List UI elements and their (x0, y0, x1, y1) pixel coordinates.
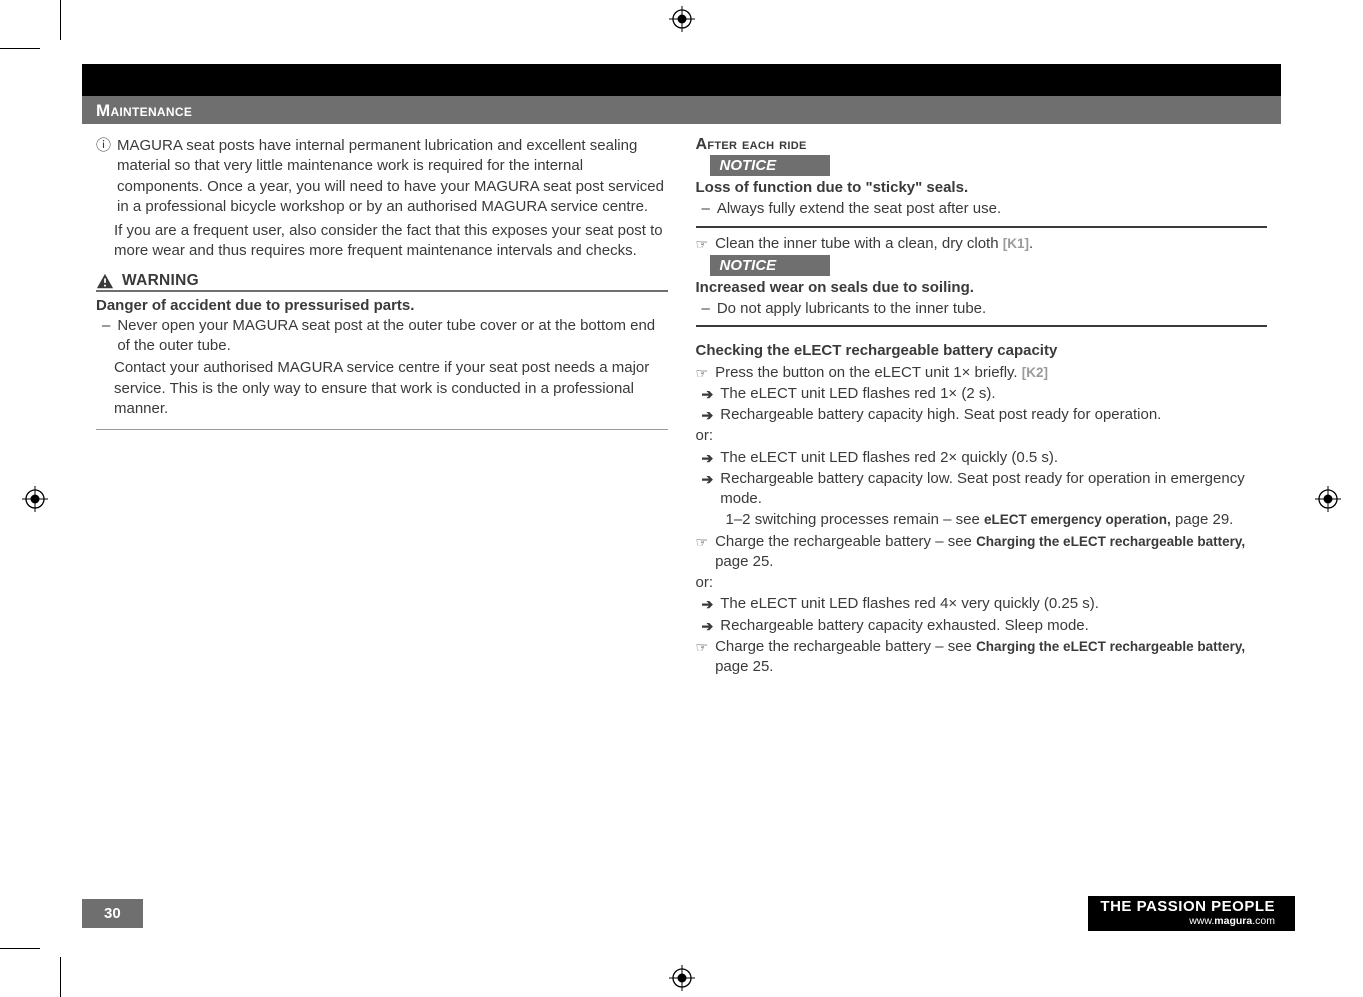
warning-triangle-icon (96, 273, 114, 289)
divider (696, 325, 1268, 327)
brand-tagline: THE PASSION PEOPLE (1100, 898, 1275, 915)
switch-b: page 29. (1171, 511, 1234, 528)
notice-1-bold: Loss of function due to "sticky" seals. (696, 178, 1268, 198)
switch-ref: eLECT emergency operation, (984, 512, 1171, 527)
warning-label: WARNING (122, 272, 199, 290)
info-icon: ⓘ (96, 136, 111, 217)
charge-instruction-1: ☞ Charge the rechargeable battery – see … (696, 532, 1268, 573)
page-footer: 30 THE PASSION PEOPLE www.magura.com (82, 893, 1295, 933)
pointer-icon: ☞ (696, 363, 709, 383)
switch-line: 1–2 switching processes remain – see eLE… (696, 510, 1268, 530)
result-flash-1: ➔ The eLECT unit LED flashes red 1× (2 s… (696, 384, 1268, 404)
subhead-after-each-ride: After each ride (696, 136, 1268, 154)
or-text-2: or: (696, 573, 1268, 593)
ref-k2: [K2] (1022, 365, 1048, 380)
arrow-icon: ➔ (702, 448, 714, 468)
arrow-icon: ➔ (702, 384, 714, 404)
arrow-icon: ➔ (702, 616, 714, 636)
notice-2-item-text: Do not apply lubricants to the inner tub… (717, 299, 986, 319)
brand-box: THE PASSION PEOPLE www.magura.com (1088, 896, 1295, 931)
page-number: 30 (82, 899, 143, 928)
warning-item: – Never open your MAGURA seat post at th… (96, 316, 668, 357)
notice-label: NOTICE (710, 155, 830, 176)
charge-a-2: Charge the rechargeable battery – see (715, 638, 976, 655)
black-header-strip (82, 64, 1281, 96)
divider (696, 226, 1268, 228)
check-heading: Checking the eLECT rechargeable battery … (696, 341, 1268, 361)
cap-low-text: Rechargeable battery capacity low. Seat … (720, 469, 1267, 510)
flash-3-text: The eLECT unit LED flashes red 4× very q… (720, 594, 1099, 614)
or-text: or: (696, 426, 1268, 446)
info-paragraph-2: If you are a frequent user, also conside… (96, 221, 668, 262)
page-content: Maintenance ⓘ MAGURA seat posts have int… (82, 64, 1281, 905)
notice-block-2: NOTICE (696, 255, 1268, 276)
dash-icon: – (702, 199, 710, 219)
notice-2-item: – Do not apply lubricants to the inner t… (696, 299, 1268, 319)
dash-icon: – (102, 316, 110, 357)
ref-k1: [K1] (1003, 236, 1029, 251)
arrow-icon: ➔ (702, 469, 714, 510)
charge-ref-2: Charging the eLECT rechargeable battery, (976, 639, 1245, 654)
notice-1-item-text: Always fully extend the seat post after … (717, 199, 1001, 219)
result-cap-exhausted: ➔ Rechargeable battery capacity exhauste… (696, 616, 1268, 636)
warning-heading: WARNING (96, 270, 668, 292)
charge-a: Charge the rechargeable battery – see (715, 533, 976, 550)
registration-mark-icon (669, 965, 695, 991)
warning-bold-line: Danger of accident due to pressurised pa… (96, 296, 668, 316)
flash-1-text: The eLECT unit LED flashes red 1× (2 s). (720, 384, 995, 404)
clean-text: Clean the inner tube with a clean, dry c… (715, 235, 999, 252)
section-title: Maintenance (96, 101, 192, 121)
cap-exh-text: Rechargeable battery capacity exhausted.… (720, 616, 1089, 636)
registration-mark-icon (669, 6, 695, 32)
left-column: ⓘ MAGURA seat posts have internal perman… (96, 136, 668, 678)
www-b: magura (1214, 915, 1252, 927)
charge-b-2: page 25. (715, 658, 773, 675)
divider (96, 429, 668, 430)
registration-mark-icon (1315, 486, 1341, 512)
crop-mark (60, 0, 61, 40)
result-cap-high: ➔ Rechargeable battery capacity high. Se… (696, 405, 1268, 425)
arrow-icon: ➔ (702, 594, 714, 614)
right-column: After each ride NOTICE Loss of function … (696, 136, 1268, 678)
notice-label: NOTICE (710, 255, 830, 276)
charge-instruction-2: ☞ Charge the rechargeable battery – see … (696, 637, 1268, 678)
dash-icon: – (702, 299, 710, 319)
result-cap-low: ➔ Rechargeable battery capacity low. Sea… (696, 469, 1268, 510)
info-paragraph-1: MAGURA seat posts have internal permanen… (117, 136, 667, 217)
warning-item-text: Never open your MAGURA seat post at the … (117, 316, 667, 357)
pointer-icon: ☞ (696, 637, 709, 678)
result-flash-3: ➔ The eLECT unit LED flashes red 4× very… (696, 594, 1268, 614)
switch-a: 1–2 switching processes remain – see (726, 511, 984, 528)
crop-mark (60, 957, 61, 997)
notice-block-1: NOTICE (696, 155, 1268, 176)
arrow-icon: ➔ (702, 405, 714, 425)
www-a: www. (1189, 915, 1214, 927)
cap-high-text: Rechargeable battery capacity high. Seat… (720, 405, 1161, 425)
section-title-bar: Maintenance (82, 96, 1281, 124)
www-c: .com (1252, 915, 1275, 927)
crop-mark (0, 48, 40, 49)
charge-b: page 25. (715, 553, 773, 570)
notice-1-item: – Always fully extend the seat post afte… (696, 199, 1268, 219)
brand-url: www.magura.com (1100, 915, 1275, 927)
pointer-icon: ☞ (696, 532, 709, 573)
clean-instruction: ☞ Clean the inner tube with a clean, dry… (696, 234, 1268, 254)
charge-ref: Charging the eLECT rechargeable battery, (976, 534, 1245, 549)
pointer-icon: ☞ (696, 234, 709, 254)
result-flash-2: ➔ The eLECT unit LED flashes red 2× quic… (696, 448, 1268, 468)
press-text: Press the button on the eLECT unit 1× br… (715, 364, 1018, 381)
registration-mark-icon (22, 486, 48, 512)
flash-2-text: The eLECT unit LED flashes red 2× quickl… (720, 448, 1058, 468)
crop-mark (0, 948, 40, 949)
warning-indented-text: Contact your authorised MAGURA service c… (96, 358, 668, 419)
press-instruction: ☞ Press the button on the eLECT unit 1× … (696, 363, 1268, 383)
notice-2-bold: Increased wear on seals due to soiling. (696, 278, 1268, 298)
